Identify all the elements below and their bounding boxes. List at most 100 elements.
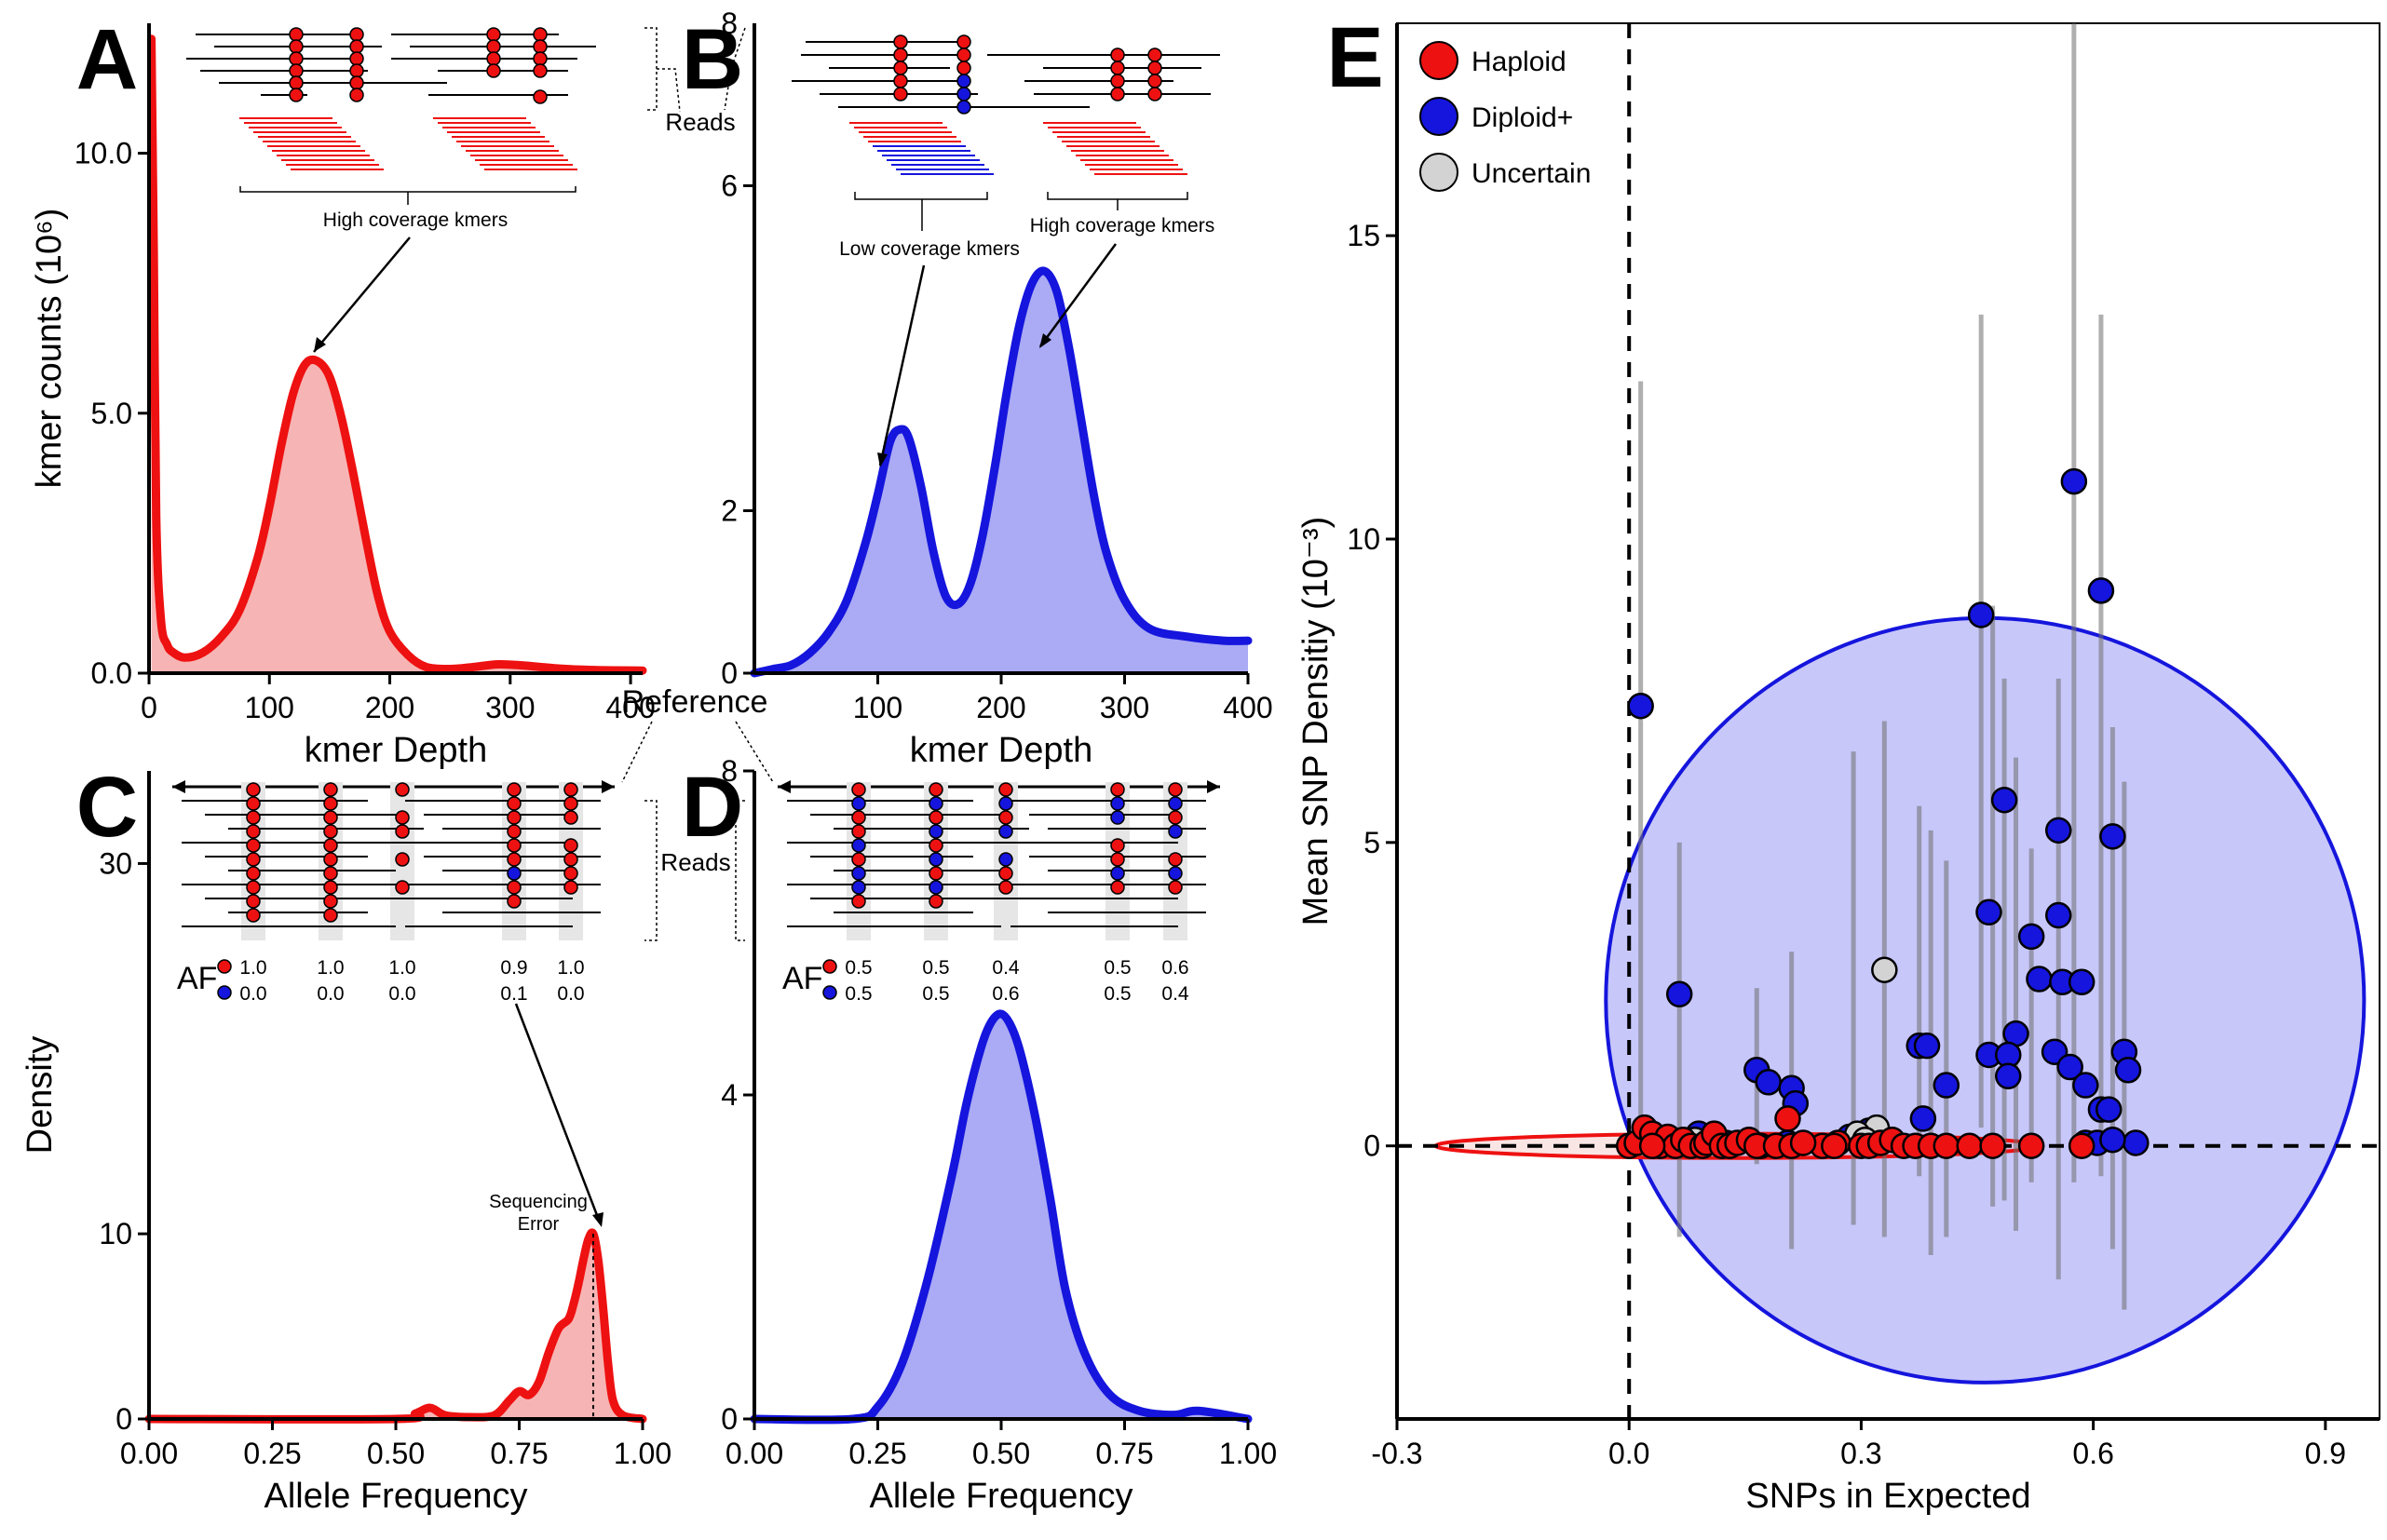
allele-dot [1110, 796, 1125, 811]
allele-dot [486, 63, 501, 78]
allele-dot [1168, 796, 1183, 811]
inset-B: Low coverage kmers High coverage kmers [792, 34, 1220, 467]
af-bottom: 0.6 [992, 983, 1019, 1005]
allele-dot [323, 810, 338, 825]
allele-dot [1147, 87, 1162, 101]
x-axis-label: kmer Depth [910, 731, 1092, 770]
allele-dot [289, 88, 304, 102]
allele-dot [998, 880, 1013, 895]
y-tick-label: 0.0 [91, 656, 132, 690]
point-diploid [2123, 1129, 2150, 1156]
allele-dot [246, 810, 261, 825]
x-tick-label: 0.00 [120, 1437, 178, 1470]
allele-dot [246, 824, 261, 839]
allele-dot [395, 852, 410, 867]
allele-dot [289, 75, 304, 90]
allele-dot [1110, 852, 1125, 867]
point-haploid [2068, 1132, 2095, 1159]
allele-dot [395, 810, 410, 825]
arrow-head [1039, 333, 1051, 348]
x-tick-label: 0.50 [367, 1437, 425, 1470]
allele-dot [395, 824, 410, 839]
allele-dot [507, 810, 522, 825]
af-label: AF [177, 961, 217, 996]
panel-label-E: E [1326, 10, 1383, 105]
allele-dot [507, 894, 522, 909]
allele-dot [246, 866, 261, 881]
allele-dot [998, 852, 1013, 867]
density-line-D [750, 1009, 1253, 1425]
allele-dot [246, 908, 261, 923]
point-diploid [1909, 1105, 1937, 1132]
allele-dot [533, 51, 548, 66]
bracket [239, 186, 576, 193]
x-tick-label: 200 [365, 691, 414, 724]
x-tick-label: 0.00 [726, 1437, 783, 1470]
point-haploid [1979, 1132, 2006, 1159]
point-diploid [2017, 923, 2045, 951]
allele-dot [1110, 74, 1125, 88]
allele-dot [851, 866, 866, 881]
y-tick-label: 8 [721, 7, 738, 40]
point-diploid [1665, 980, 1693, 1008]
density-line-B [750, 266, 1253, 678]
allele-dot [533, 63, 548, 78]
arrow-head [592, 1212, 604, 1227]
allele-dot [956, 100, 971, 115]
allele-dot [323, 824, 338, 839]
x-tick-label: 300 [1100, 691, 1149, 724]
allele-dot [893, 61, 908, 75]
y-tick-label: 0 [1363, 1129, 1380, 1163]
allele-dot [507, 880, 522, 895]
allele-dot [893, 87, 908, 101]
arrow-head [314, 337, 326, 352]
allele-dot [486, 51, 501, 66]
allele-dot [893, 34, 908, 49]
annotation-arrow [514, 1003, 602, 1223]
allele-dot [956, 61, 971, 75]
panel-label-D: D [682, 760, 743, 855]
allele-dot [1110, 866, 1125, 881]
x-tick-label: 200 [976, 691, 1025, 724]
allele-dot [1147, 61, 1162, 75]
y-tick-label: 30 [99, 846, 132, 880]
point-diploid [2087, 577, 2115, 604]
point-haploid [1774, 1105, 1801, 1132]
x-axis-label: Allele Frequency [869, 1477, 1132, 1516]
point-diploid [1913, 1032, 1941, 1060]
legend-label: Haploid [1472, 47, 1566, 77]
allele-dot [1168, 866, 1183, 881]
y-tick-label: 8 [721, 754, 738, 788]
allele-dot [998, 824, 1013, 839]
point-diploid [2060, 467, 2088, 495]
af-bottom: 0.4 [1161, 983, 1189, 1005]
allele-dot [563, 852, 578, 867]
af-bottom: 0.0 [317, 983, 344, 1005]
reads-label: Reads [660, 848, 730, 876]
allele-dot [851, 810, 866, 825]
reads-bracket [644, 27, 658, 111]
allele-dot [851, 880, 866, 895]
allele-dot [1168, 824, 1183, 839]
allele-dot [1147, 47, 1162, 62]
allele-dot [349, 27, 364, 42]
af-top: 0.5 [845, 957, 872, 979]
allele-dot [486, 27, 501, 42]
af-bottom: 0.0 [557, 983, 584, 1005]
allele-dot [822, 985, 837, 1000]
allele-dot [851, 852, 866, 867]
allele-dot [998, 796, 1013, 811]
y-tick-label: 5 [1363, 826, 1380, 859]
point-diploid [1975, 898, 2002, 926]
allele-dot [998, 810, 1013, 825]
y-tick-label: 0 [721, 656, 738, 690]
point-diploid [2099, 823, 2126, 850]
point-haploid [1956, 1132, 1983, 1159]
allele-dot [893, 47, 908, 62]
x-tick-label: 0.75 [1095, 1437, 1153, 1470]
allele-dot [507, 824, 522, 839]
allele-dot [851, 838, 866, 853]
x-tick-label: 0.25 [848, 1437, 906, 1470]
af-bottom: 0.5 [922, 983, 949, 1005]
